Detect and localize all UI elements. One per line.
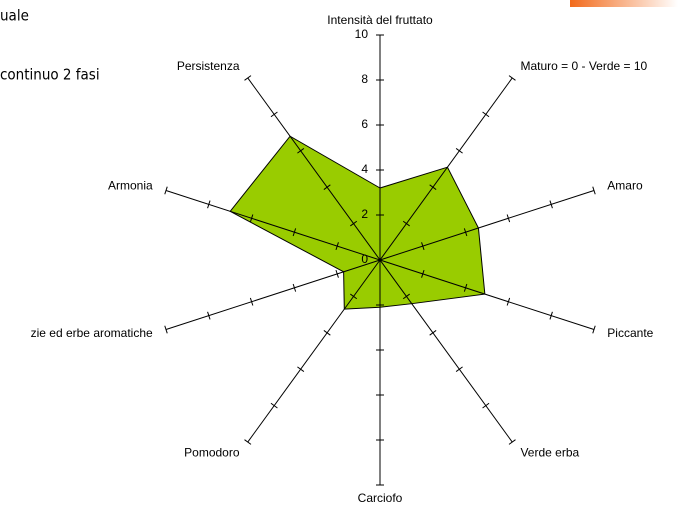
axis-line xyxy=(165,259,381,331)
tick-mark xyxy=(350,220,358,227)
tick-mark xyxy=(421,269,425,278)
axis-label: zie ed erbe aromatiche xyxy=(31,326,153,340)
axis-label: Verde erba xyxy=(520,446,579,460)
tick-mark xyxy=(508,439,516,445)
tick-mark xyxy=(164,325,168,334)
tick-mark xyxy=(429,330,437,336)
tick-mark xyxy=(270,402,278,409)
tick-mark xyxy=(323,330,331,336)
y-tick-label: 10 xyxy=(355,27,369,41)
tick-mark xyxy=(482,111,490,118)
y-tick-label: 2 xyxy=(361,207,368,221)
tick-mark xyxy=(323,184,331,190)
axis-line xyxy=(379,77,513,261)
slide-text: uale xyxy=(0,7,29,25)
data-area xyxy=(229,135,486,310)
tick-mark xyxy=(506,214,511,223)
tick-mark xyxy=(421,242,425,251)
axis-line xyxy=(379,189,595,261)
y-tick-label: 8 xyxy=(361,72,368,86)
axis-label: Piccante xyxy=(607,326,653,340)
tick-mark xyxy=(335,242,339,251)
tick-mark xyxy=(350,293,358,300)
slide-text: continuo 2 fasi xyxy=(0,66,100,84)
tick-mark xyxy=(270,111,278,118)
axis-label: Persistenza xyxy=(177,59,240,73)
axis-line xyxy=(379,259,595,331)
tick-mark xyxy=(463,228,468,237)
tick-mark xyxy=(482,402,490,409)
axis-line xyxy=(165,189,381,261)
tick-mark xyxy=(402,220,410,227)
axis-label: Maturo = 0 - Verde = 10 xyxy=(520,59,647,73)
tick-mark xyxy=(463,283,468,292)
tick-mark xyxy=(455,366,463,372)
y-tick-label: 6 xyxy=(361,117,368,131)
axis-line xyxy=(247,259,381,443)
y-tick-label: 4 xyxy=(361,162,368,176)
tick-mark xyxy=(455,148,463,154)
tick-mark xyxy=(429,184,437,190)
tick-mark xyxy=(164,186,168,195)
tick-mark xyxy=(297,366,305,372)
tick-mark xyxy=(292,283,297,292)
tick-mark xyxy=(292,228,297,237)
axis-label: Armonia xyxy=(108,178,153,192)
axis-label: Carciofo xyxy=(358,491,403,505)
tick-mark xyxy=(297,148,305,154)
axis-line xyxy=(247,77,381,261)
tick-mark xyxy=(402,293,410,300)
tick-mark xyxy=(549,311,553,320)
header-bar xyxy=(570,0,678,7)
axis-label: Intensità del fruttato xyxy=(327,13,433,27)
tick-mark xyxy=(244,439,252,445)
tick-mark xyxy=(335,269,339,278)
axis-line xyxy=(379,259,513,443)
tick-mark xyxy=(244,75,252,81)
tick-mark xyxy=(249,214,254,223)
tick-mark xyxy=(506,297,511,306)
tick-mark xyxy=(508,75,516,81)
tick-mark xyxy=(549,200,553,209)
tick-mark xyxy=(207,311,211,320)
axis-label: Amaro xyxy=(607,178,643,192)
tick-mark xyxy=(249,297,254,306)
tick-mark xyxy=(592,325,596,334)
tick-mark xyxy=(207,200,211,209)
axis-label: Pomodoro xyxy=(184,446,240,460)
tick-mark xyxy=(592,186,596,195)
y-tick-label: 0 xyxy=(361,252,368,266)
